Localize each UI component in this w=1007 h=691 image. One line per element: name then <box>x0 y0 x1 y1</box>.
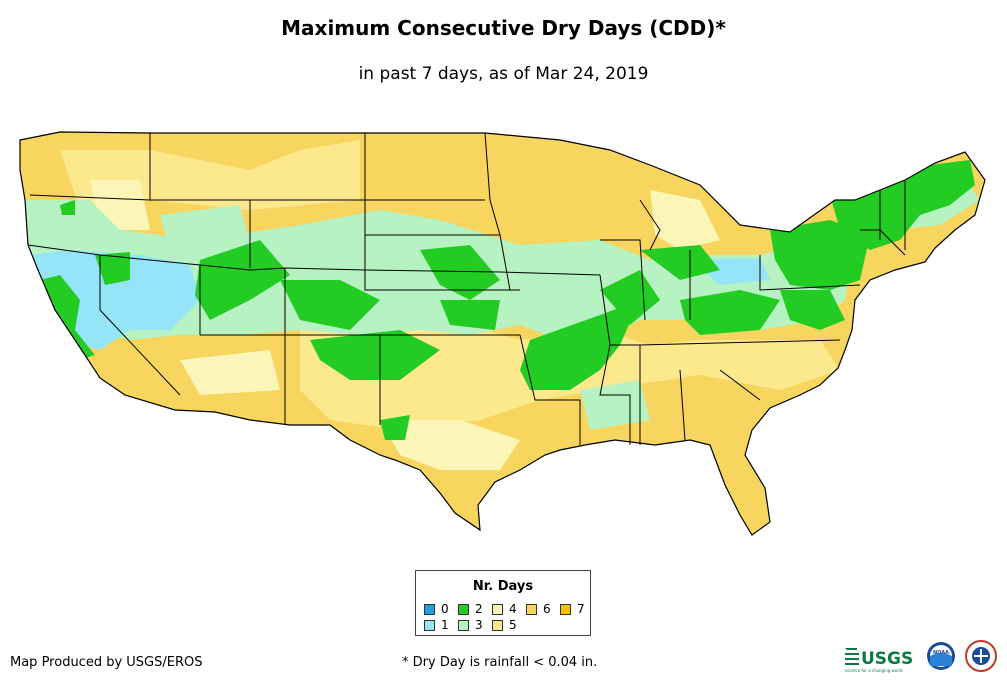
legend-swatch <box>424 619 435 631</box>
legend-item-3: 3 <box>458 619 483 631</box>
legend-label: 4 <box>509 602 517 616</box>
legend-title: Nr. Days <box>472 579 534 594</box>
legend-item-5: 5 <box>492 619 517 631</box>
svg-text:USGS: USGS <box>861 649 913 669</box>
legend-swatch <box>492 603 503 615</box>
legend-label: 5 <box>509 618 517 632</box>
legend-label: 3 <box>475 618 483 632</box>
noaa-logo: NOAA <box>927 642 955 670</box>
legend-item-7: 7 <box>560 603 585 615</box>
nws-logo <box>965 640 997 672</box>
legend-item-4: 4 <box>492 603 517 615</box>
legend-label: 6 <box>543 602 551 616</box>
legend-item-1: 1 <box>424 619 449 631</box>
map-title: Maximum Consecutive Dry Days (CDD)* <box>281 16 726 40</box>
legend-item-0: 0 <box>424 603 449 615</box>
legend-swatch <box>424 603 435 615</box>
map-credit: Map Produced by USGS/EROS <box>10 655 203 670</box>
dry-day-note: * Dry Day is rainfall < 0.04 in. <box>402 655 598 670</box>
us-dry-days-map <box>19 131 986 536</box>
agency-logos: USGS science for a changing world NOAA <box>845 640 997 673</box>
state-borders <box>19 131 986 536</box>
svg-text:NOAA: NOAA <box>933 650 949 656</box>
map-subtitle: in past 7 days, as of Mar 24, 2019 <box>358 64 649 84</box>
legend-swatch <box>458 603 469 615</box>
legend: Nr. Days 0 1 2 3 4 5 6 7 <box>415 570 591 636</box>
legend-label: 0 <box>441 602 449 616</box>
legend-label: 2 <box>475 602 483 616</box>
map-fill <box>20 132 985 535</box>
legend-swatch <box>492 619 503 631</box>
svg-text:science for a changing world: science for a changing world <box>845 668 903 673</box>
legend-label: 1 <box>441 618 449 632</box>
usgs-logo: USGS science for a changing world <box>845 648 913 673</box>
legend-item-2: 2 <box>458 603 483 615</box>
legend-label: 7 <box>577 602 585 616</box>
legend-swatch <box>560 603 571 615</box>
legend-swatch <box>526 603 537 615</box>
legend-item-6: 6 <box>526 603 551 615</box>
legend-swatch <box>458 619 469 631</box>
